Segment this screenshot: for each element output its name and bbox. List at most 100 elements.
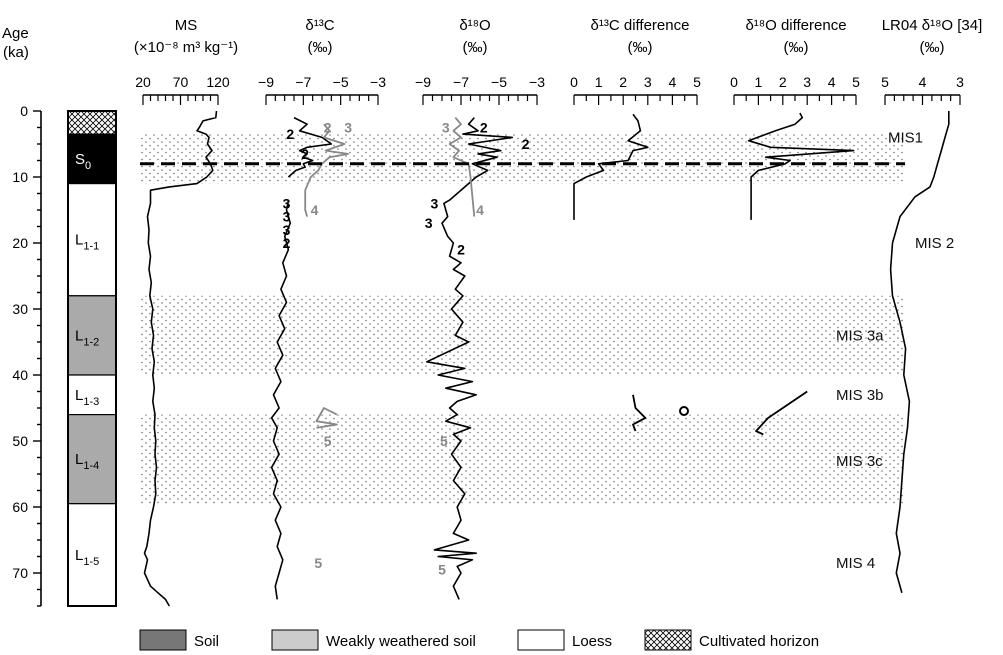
open-circle-marker	[679, 406, 689, 416]
series-line-d18o	[426, 117, 514, 600]
d18o-unit: (‰)	[463, 39, 488, 56]
mis-labels: MIS1 MIS 2 MIS 3a MIS 3b MIS 3c MIS 4	[836, 129, 954, 572]
lr04-unit: (‰)	[920, 39, 945, 56]
top-axes: 20 70 120 −9 −7 −5 −3 −9 −7 −5 −3 0 1 2 3 4 5 0 1 2 3 4 5 5 4 3	[135, 74, 964, 105]
shaded-intervals	[140, 134, 905, 504]
d13c_diff-tick-label: 1	[595, 74, 603, 90]
age-tick-label: 30	[12, 301, 28, 317]
age-tick-label: 60	[12, 499, 28, 515]
d18o-tick-label: −5	[491, 74, 507, 90]
data-label: 5	[324, 433, 332, 449]
strat-unit	[67, 414, 117, 505]
d13c_diff-tick-label: 2	[619, 74, 627, 90]
d13c-tick-label: −7	[295, 74, 311, 90]
lr04-title: LR04 δ¹⁸O [34]	[882, 17, 983, 34]
legend-label: Cultivated horizon	[699, 633, 819, 650]
mis-label: MIS1	[888, 129, 923, 146]
d13c_diff-tick-label: 0	[570, 74, 578, 90]
data-label: 2	[480, 120, 488, 136]
d18o-tick-label: −3	[529, 74, 545, 90]
d18o-title: δ¹⁸O	[459, 17, 490, 34]
d18o-diff-title: δ¹⁸O difference	[745, 17, 846, 34]
data-label: 2	[286, 126, 294, 142]
series-line-ms	[143, 110, 218, 607]
strat-column-border	[67, 110, 117, 607]
mis-label: MIS 2	[915, 235, 954, 252]
lr04-tick-label: 4	[919, 74, 927, 90]
data-label: 3	[425, 215, 433, 231]
data-label: 5	[314, 555, 322, 571]
strat-unit	[67, 133, 117, 185]
age-tick-label: 10	[12, 169, 28, 185]
d13c-unit: (‰)	[308, 39, 333, 56]
series-line-lr04	[889, 111, 950, 594]
data-label: 2	[283, 235, 291, 251]
data-label: 2	[457, 242, 465, 258]
ms-tick-label: 70	[173, 74, 189, 90]
series-line-d13c	[315, 407, 338, 429]
data-label: 5	[440, 433, 448, 449]
lr04-tick-label: 3	[956, 74, 964, 90]
d18o-diff-unit: (‰)	[784, 39, 809, 56]
data-label: 4	[476, 202, 484, 218]
d13c-tick-label: −3	[370, 74, 386, 90]
age-axis: 0 10 20 30 40 50 60 70	[12, 103, 42, 607]
legend-swatch	[517, 629, 565, 651]
ms-unit: (×10⁻⁸ m³ kg⁻¹)	[134, 39, 238, 56]
data-label: 3	[283, 195, 291, 211]
data-label: 2	[522, 136, 530, 152]
age-unit: (ka)	[3, 44, 29, 61]
shaded-interval	[140, 295, 905, 375]
d18o_diff-tick-label: 3	[803, 74, 811, 90]
d13c-diff-unit: (‰)	[628, 39, 653, 56]
d13c-tick-label: −5	[333, 74, 349, 90]
d13c-tick-label: −9	[258, 74, 274, 90]
series-line-d18o_diff	[755, 390, 808, 436]
d18o-tick-label: −9	[415, 74, 431, 90]
shaded-interval	[140, 414, 905, 504]
strat-unit	[67, 503, 117, 607]
legend-swatch	[271, 629, 319, 651]
series-layer	[143, 110, 950, 607]
series-line-d13c	[304, 123, 349, 217]
mis-label: MIS 3c	[836, 453, 883, 470]
legend-label: Loess	[572, 633, 612, 650]
series-line-d13c_diff	[632, 394, 647, 432]
data-label: 4	[311, 202, 319, 218]
series-line-d18o	[448, 117, 476, 217]
age-tick-label: 70	[12, 565, 28, 581]
age-title: Age	[2, 25, 29, 42]
data-label: 3	[344, 120, 352, 136]
d18o-tick-label: −7	[453, 74, 469, 90]
strat-unit	[67, 110, 117, 135]
legend: Soil Weakly weathered soil Loess Cultivated…	[139, 629, 819, 651]
mis-label: MIS 3a	[836, 327, 884, 344]
d18o_diff-tick-label: 0	[730, 74, 738, 90]
d18o_diff-tick-label: 5	[852, 74, 860, 90]
data-label: 2	[324, 120, 332, 136]
d13c_diff-tick-label: 5	[693, 74, 701, 90]
age-tick-label: 0	[20, 103, 28, 119]
ms-title: MS	[175, 17, 198, 34]
lr04-tick-label: 5	[881, 74, 889, 90]
data-label: 2	[301, 146, 309, 162]
ms-tick-label: 20	[135, 74, 151, 90]
series-line-d13c	[287, 116, 333, 178]
legend-swatch	[644, 629, 692, 651]
d18o_diff-tick-label: 2	[779, 74, 787, 90]
ms-tick-label: 120	[206, 74, 230, 90]
data-label: 3	[442, 120, 450, 136]
series-line-d18o_diff	[747, 112, 855, 220]
series-line-d13c_diff	[573, 113, 649, 220]
age-tick-label: 50	[12, 433, 28, 449]
data-label: 3	[431, 195, 439, 211]
d18o_diff-tick-label: 4	[828, 74, 836, 90]
data-label: 3	[283, 209, 291, 225]
data-label: 5	[438, 562, 446, 578]
series-line-d13c	[270, 199, 292, 600]
d13c-diff-title: δ¹³C difference	[591, 17, 690, 34]
legend-label: Soil	[194, 633, 219, 650]
